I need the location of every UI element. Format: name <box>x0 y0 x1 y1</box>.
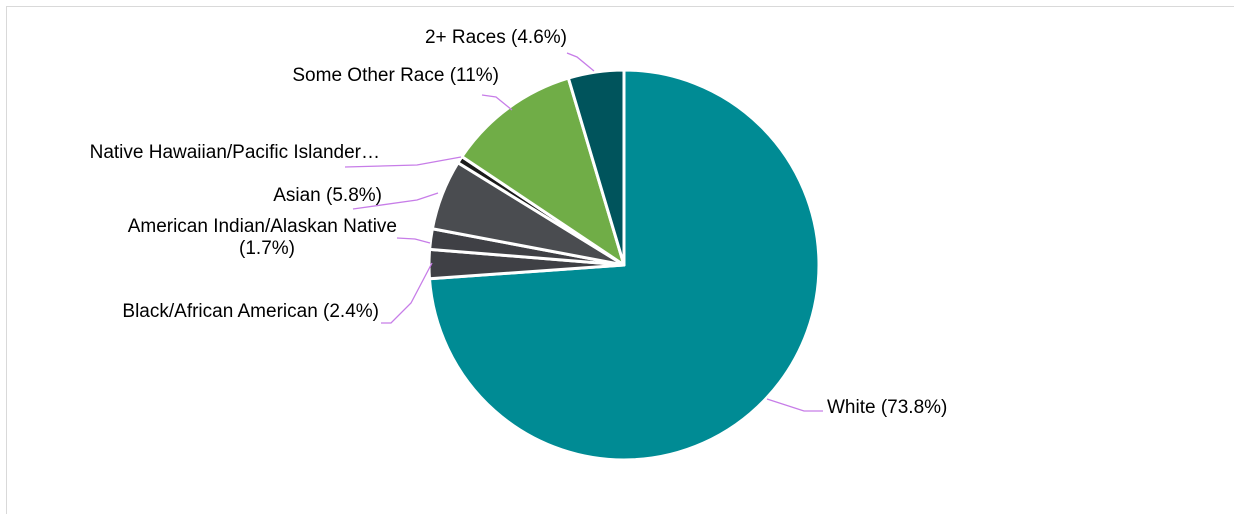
leader-line-american-indian-alaskan-native <box>396 237 431 244</box>
data-label-white: White (73.8%) <box>827 397 947 418</box>
pie-slice-some-other-race <box>460 76 626 267</box>
data-label-2-races: 2+ Races (4.6%) <box>425 27 567 48</box>
leader-line-2-races <box>566 52 595 72</box>
pie-slices <box>427 68 821 462</box>
pie-chart: White (73.8%) Black/African American (2.4… <box>90 27 948 462</box>
leader-line-native-hawaiian-pacific-islander <box>344 156 462 168</box>
data-labels: White (73.8%) Black/African American (2.4… <box>90 27 948 418</box>
data-label-asian: Asian (5.8%) <box>273 185 382 206</box>
data-label-black-african-american: Black/African American (2.4%) <box>122 301 379 322</box>
leader-lines <box>344 52 823 412</box>
data-label-american-indian-alaskan-native: American Indian/Alaskan Native (1.7%) <box>128 216 397 259</box>
pie-slice-2-races <box>566 68 626 267</box>
leader-line-black-african-american <box>381 262 433 324</box>
leader-line-some-other-race <box>481 94 513 111</box>
data-label-some-other-race: Some Other Race (11%) <box>292 65 499 86</box>
chart-area: White (73.8%) Black/African American (2.4… <box>6 6 1234 514</box>
leader-line-white <box>766 398 823 412</box>
data-label-native-hawaiian-pacific-islander: Native Hawaiian/Pacific Islander… <box>90 142 380 163</box>
leader-line-asian <box>352 192 439 210</box>
